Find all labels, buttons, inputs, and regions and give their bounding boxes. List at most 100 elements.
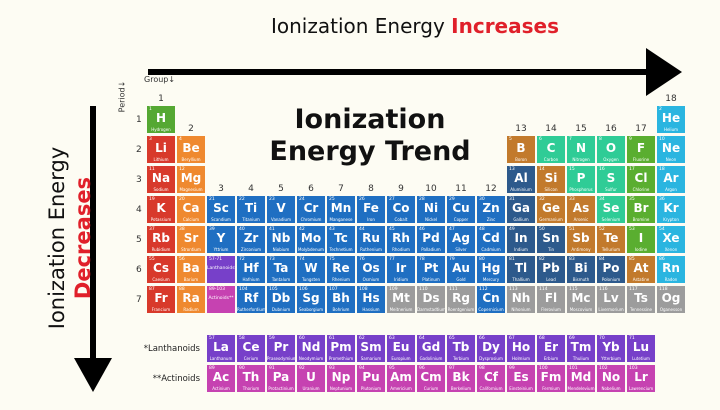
element-name: Phosphorus [569,187,593,192]
atomic-number: 17 [629,167,635,172]
element-symbol: F [636,141,646,155]
atomic-number: 50 [539,227,545,232]
element-symbol: Md [570,370,592,384]
group-number: 7 [338,184,344,194]
atomic-number: 59 [269,336,275,341]
element-ac: 89 Ac Actinium [207,365,235,392]
element-name: Neon [665,157,677,162]
element-name: Seaborgium [298,307,324,312]
element-name: Aluminium [510,187,532,192]
element-name: Fluorine [632,157,650,162]
atomic-number: 76 [359,257,365,262]
element-symbol: Dy [482,340,500,354]
element-ds: 110 Ds Darmstadtium [417,286,445,313]
element-symbol: Gd [421,340,441,354]
diagram-title: Ionization Energy Trend [269,104,471,167]
element-name: Fermium [542,386,560,391]
element-name: Tantalum [271,277,291,282]
element-symbol: V [276,201,286,215]
element-name: Arsenic [573,217,589,222]
element-name: Sulfur [605,187,617,192]
element-name: Manganese [329,217,353,222]
element-w: 74 W Tungsten [297,256,325,283]
element-name: Yttrium [213,247,229,252]
element-rn: 86 Rn Radon [657,256,685,283]
atomic-number: 43 [329,227,335,232]
element-name: Nickel [424,217,438,222]
element-pr: 59 Pr Praseodymium [267,335,295,362]
atomic-number: 35 [629,197,635,202]
actinoids-label: **Actinoids [152,374,200,384]
element-symbol: Be [182,141,200,155]
element-bi: 83 Bi Bismuth [567,256,595,283]
element-symbol: Sr [183,231,199,245]
element-symbol: Cn [482,291,500,305]
element-symbol: Bi [574,261,588,275]
element-pd: 46 Pd Palladium [417,226,445,253]
element-symbol: I [638,231,644,245]
element-p: 15 P Phosphorus [567,166,595,193]
element-symbol: Es [513,370,529,384]
element-symbol: Tb [452,340,470,354]
element-mg: 12 Mg Magnesium [177,166,205,193]
element-cf: 98 Cf Californium [477,365,505,392]
element-symbol: Tl [514,261,528,275]
element-symbol: H [155,111,167,125]
atomic-number: 84 [599,257,605,262]
element-tl: 81 Tl Thallium [507,256,535,283]
element-name: Europium [391,356,411,361]
element-symbol: Cr [303,201,319,215]
atomic-number: 48 [479,227,485,232]
atomic-number: 80 [479,257,485,262]
element-name: Sodium [153,187,169,192]
element-symbol: Mn [330,201,352,215]
element-symbol: Tc [334,231,348,245]
element-name: Chromium [300,217,322,222]
element-symbol: Ni [423,201,439,215]
element-fm: 100 Fm Fermium [537,365,565,392]
element-br: 35 Br Bromine [627,196,655,223]
element-name: Gadolinium [419,356,443,361]
element-pa: 91 Pa Protactinium [267,365,295,392]
element-ga: 31 Ga Gallium [507,196,535,223]
element-eu: 63 Eu Europium [387,335,415,362]
atomic-number: 41 [269,227,275,232]
element-name: Nobelium [601,386,621,391]
element-he: 2 He Helium [657,106,685,133]
atomic-number: 22 [239,197,245,202]
atomic-number: 6 [539,137,542,142]
element-symbol: Er [543,340,559,354]
group-number: 18 [665,94,677,104]
element-cd: 48 Cd Cadmium [477,226,505,253]
atomic-number: 32 [539,197,545,202]
element-ca: 20 Ca Calcium [177,196,205,223]
element-symbol: Ga [512,201,530,215]
element-name: Lithium [153,157,169,162]
element-name: Neptunium [329,386,353,391]
element-symbol: Mc [571,291,591,305]
element-o: 8 O Oxygen [597,136,625,163]
element-symbol: He [661,111,681,125]
element-cr: 24 Cr Chromium [297,196,325,223]
element-cl: 17 Cl Chlorine [627,166,655,193]
element-name: Oganesson [659,307,683,312]
element-name: Dubnium [271,307,291,312]
element-cm: 96 Cm Curium [417,365,445,392]
atomic-number: 38 [179,227,185,232]
atomic-number: 117 [629,287,638,292]
element-pu: 94 Pu Plutonium [357,365,385,392]
element-symbol: Na [151,171,171,185]
element-symbol: Cd [482,231,500,245]
element-name: Samarium [360,356,382,361]
element-zn: 30 Zn Zinc [477,196,505,223]
element-f: 9 F Fluorine [627,136,655,163]
element-symbol: At [633,261,649,275]
element-name: Palladium [421,247,441,252]
atomic-number: 12 [179,167,185,172]
atomic-number: 60 [299,336,305,341]
element-name: Americium [390,386,412,391]
element-name: Radium [183,307,199,312]
element-name: Protactinium [268,386,294,391]
element-y: 39 Y Yttrium [207,226,235,253]
atomic-number: 118 [659,287,668,292]
